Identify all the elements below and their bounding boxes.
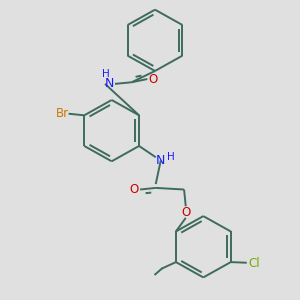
Text: N: N [156,154,165,167]
Text: H: H [103,69,110,79]
Text: Cl: Cl [248,257,260,270]
Text: N: N [104,77,114,90]
Text: O: O [130,183,139,196]
Text: O: O [149,73,158,85]
Text: O: O [181,206,190,219]
Text: Br: Br [56,107,69,120]
Text: H: H [167,152,175,162]
